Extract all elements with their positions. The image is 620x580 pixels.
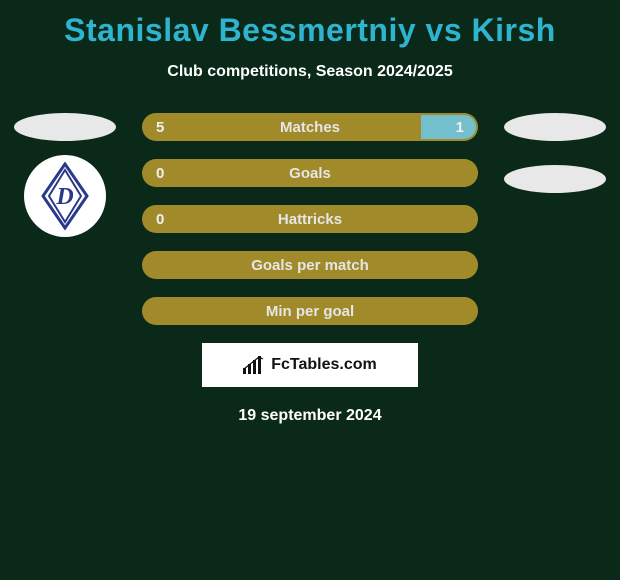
comparison-block: D 51Matches 0Goals 0Hattricks Goals per mat… [0,113,620,325]
stat-bars: 51Matches 0Goals 0Hattricks Goals per match… [142,113,478,325]
stat-bar-row: 51Matches [142,113,478,141]
right-player-column [500,113,610,193]
svg-text:D: D [55,184,73,210]
attribution-text: FcTables.com [271,356,377,374]
stat-bar-row: 0Hattricks [142,205,478,233]
stat-bar-row: Goals per match [142,251,478,279]
bar-label: Goals [142,165,478,182]
stat-bar-row: 0Goals [142,159,478,187]
dynamo-badge-icon: D [41,162,89,230]
page-title: Stanislav Bessmertniy vs Kirsh [0,0,620,49]
attribution-box: FcTables.com [202,343,418,387]
left-player-column: D [10,113,120,237]
club-badge-left: D [24,155,106,237]
bar-label: Goals per match [142,257,478,274]
bar-label: Matches [142,119,478,136]
date-line: 19 september 2024 [0,407,620,425]
chart-icon [243,356,265,374]
player-photo-placeholder-right-2 [504,165,606,193]
stat-bar-row: Min per goal [142,297,478,325]
subtitle: Club competitions, Season 2024/2025 [0,63,620,81]
player-photo-placeholder-right-1 [504,113,606,141]
bar-label: Min per goal [142,303,478,320]
bar-label: Hattricks [142,211,478,228]
player-photo-placeholder-left [14,113,116,141]
